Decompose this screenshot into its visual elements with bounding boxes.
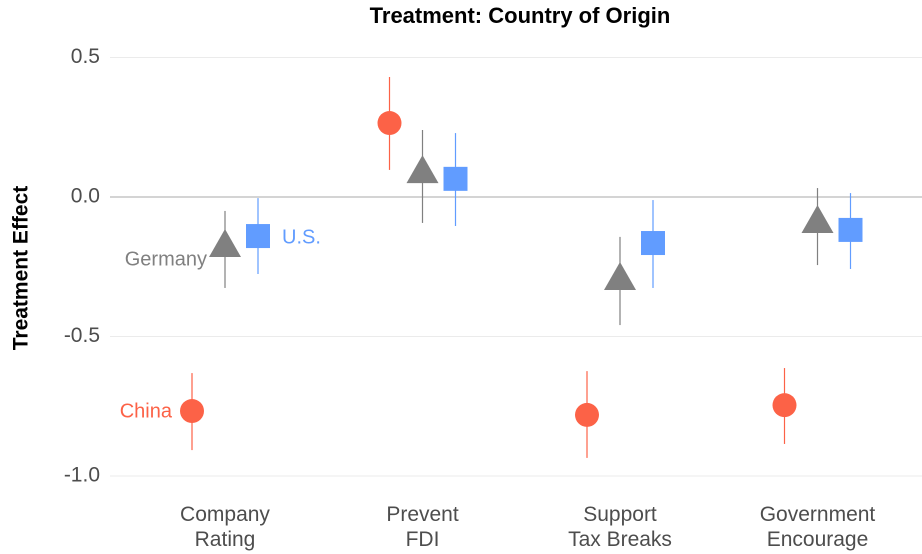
y-tick-label: 0.5 [71, 45, 100, 68]
x-tick-label: Company Rating [180, 503, 270, 551]
y-axis-label: Treatment Effect [10, 186, 33, 351]
x-tick-label-line: Rating [195, 528, 256, 551]
y-tick-label: 0.0 [71, 185, 100, 208]
point [575, 402, 599, 427]
x-tick-label-line: Prevent [386, 503, 459, 526]
series-label: U.S. [282, 226, 321, 248]
x-tick-label-line: Government [760, 503, 876, 526]
x-tick-label: Government Encourage [760, 503, 876, 551]
x-tick-label: Prevent FDI [386, 503, 459, 551]
point [209, 229, 241, 258]
point [180, 399, 204, 424]
point [377, 111, 402, 136]
series-label: China [120, 400, 173, 422]
x-tick-label-line: FDI [406, 528, 440, 551]
point [443, 166, 468, 191]
point [838, 217, 863, 242]
point [641, 231, 665, 256]
x-tick-label-line: Support [583, 503, 657, 526]
chart-title: Treatment: Country of Origin [370, 3, 671, 28]
point [772, 393, 797, 418]
y-tick-label: -1.0 [64, 464, 100, 487]
point [604, 261, 636, 290]
x-tick-label: Support Tax Breaks [568, 503, 672, 551]
point [406, 155, 439, 184]
x-tick-label-line: Company [180, 503, 270, 526]
series-label: Germany [125, 248, 207, 270]
x-tick-label-line: Tax Breaks [568, 528, 672, 551]
x-tick-label-line: Encourage [767, 528, 869, 551]
point [246, 224, 270, 249]
point [801, 205, 834, 234]
y-tick-label: -0.5 [64, 324, 100, 347]
